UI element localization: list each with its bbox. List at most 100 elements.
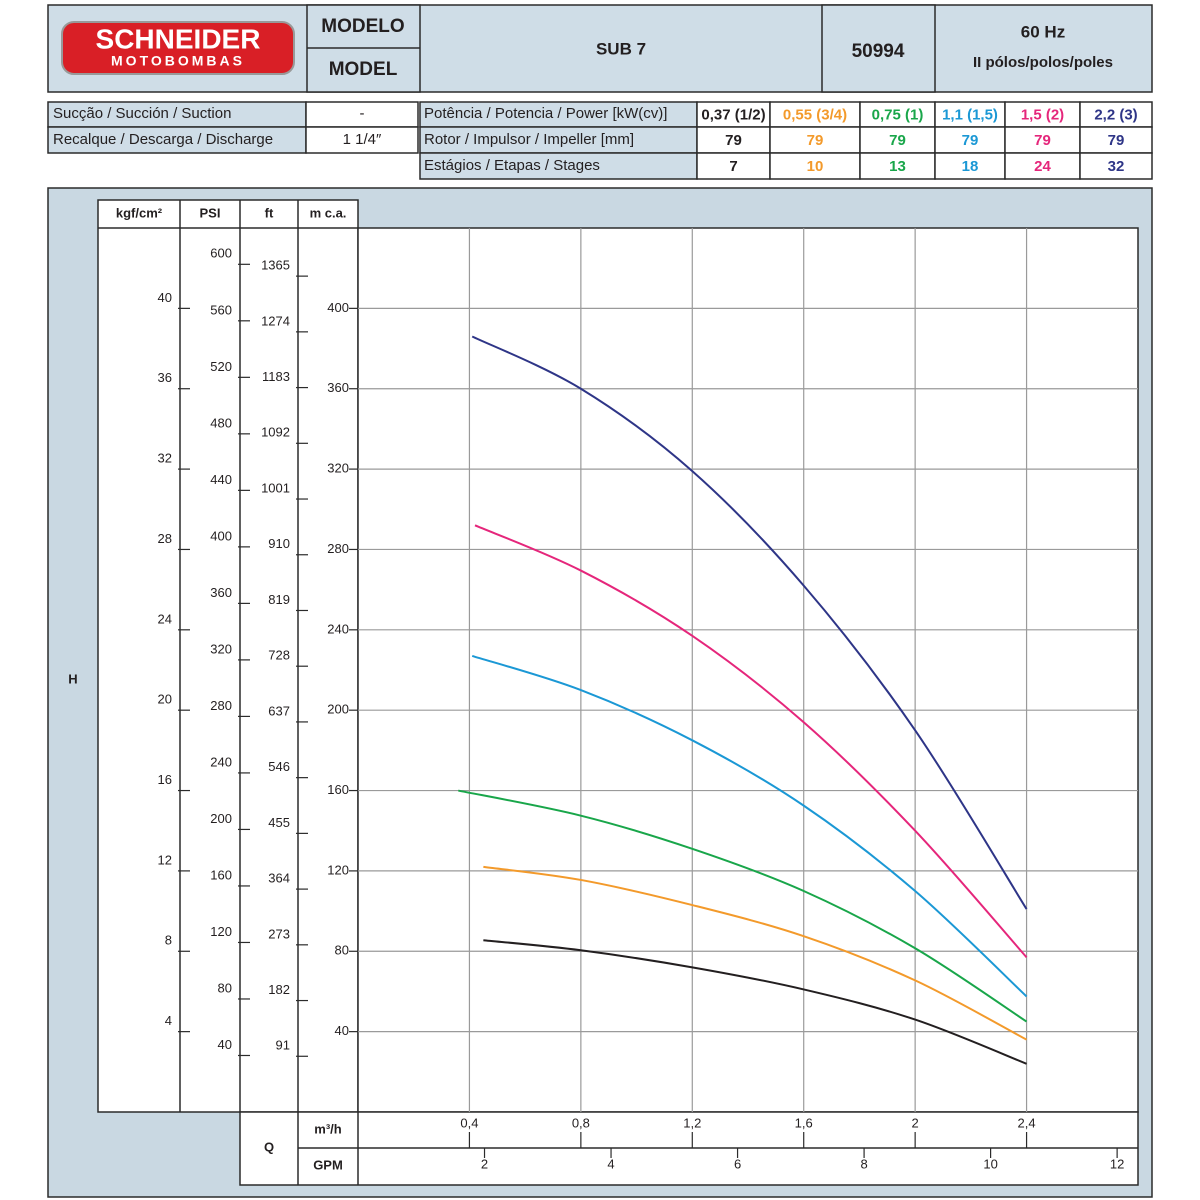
- y-tick-label: 280: [210, 698, 232, 713]
- y-tick-label: 8: [165, 933, 172, 948]
- poles: II pólos/polos/poles: [973, 54, 1113, 71]
- axis-title: H: [68, 671, 77, 686]
- model: SUB 7: [596, 39, 646, 58]
- legend-label: 1,5 (2): [1021, 106, 1064, 123]
- spec-label: [419, 152, 698, 180]
- legend-label: 0,37 (1/2): [701, 106, 765, 123]
- y-tick-label: 1001: [261, 480, 290, 495]
- axis-title: PSI: [200, 205, 221, 220]
- axis-title: m³/h: [314, 1121, 342, 1136]
- logo: [61, 21, 295, 75]
- spec-value: [305, 126, 419, 154]
- model-label: MODELO: [321, 16, 404, 37]
- frequency: 60 Hz: [1021, 22, 1065, 41]
- y-tick-label: 1274: [261, 313, 290, 328]
- y-tick-label: 40: [335, 1023, 349, 1038]
- spec-cell: [859, 126, 936, 154]
- y-tick-label: 364: [268, 871, 290, 886]
- y-tick-label: 360: [210, 585, 232, 600]
- y-tick-label: 280: [327, 541, 349, 556]
- spec-value: 13: [889, 158, 906, 175]
- y-tick-label: 728: [268, 648, 290, 663]
- y-tick-label: 520: [210, 359, 232, 374]
- x-tick-label: 2: [912, 1115, 919, 1130]
- y-tick-label: 1183: [262, 369, 290, 384]
- y-tick-label: 36: [158, 370, 172, 385]
- stages-label: Estágios / Etapas / Stages: [424, 157, 600, 174]
- spec-cell: [934, 152, 1006, 180]
- y-tick-label: 240: [210, 754, 232, 769]
- y-tick-label: 440: [210, 472, 232, 487]
- y-tick-label: 182: [268, 982, 290, 997]
- y-axes-panel: [97, 199, 359, 1113]
- y-tick-label: 80: [218, 980, 232, 995]
- legend-label: 0,55 (3/4): [783, 106, 847, 123]
- y-tick-label: 910: [268, 536, 290, 551]
- spec-cell: [1079, 152, 1153, 180]
- y-tick-label: 560: [210, 302, 232, 317]
- y-tick-label: 320: [210, 641, 232, 656]
- y-tick-label: 12: [158, 852, 172, 867]
- spec-cell: [859, 152, 936, 180]
- y-tick-label: 120: [327, 862, 349, 877]
- spec-cell: [1004, 152, 1081, 180]
- suction-label: Sucção / Succión / Suction: [53, 105, 231, 122]
- spec-cell: [1079, 101, 1153, 128]
- y-tick-label: 320: [327, 461, 349, 476]
- y-tick-label: 455: [268, 815, 290, 830]
- x2-tick-label: 12: [1110, 1156, 1124, 1171]
- model-label: MODEL: [329, 59, 398, 80]
- axis-title: GPM: [313, 1157, 343, 1172]
- y-tick-label: 160: [327, 782, 349, 797]
- curve: [471, 654, 1028, 998]
- y-tick-label: 32: [158, 451, 172, 466]
- spec-cell: [696, 152, 771, 180]
- y-tick-label: 160: [210, 867, 232, 882]
- axis-title: kgf/cm²: [116, 205, 163, 220]
- y-tick-label: 1365: [261, 258, 290, 273]
- code: 50994: [852, 41, 905, 62]
- x-tick-label: 0,4: [460, 1115, 478, 1130]
- brand-sub: MOTOBOMBAS: [111, 53, 245, 69]
- y-tick-label: 28: [158, 531, 172, 546]
- y-tick-label: 546: [268, 759, 290, 774]
- y-tick-label: 273: [268, 926, 290, 941]
- curve: [474, 524, 1028, 958]
- y-tick-label: 637: [268, 703, 290, 718]
- spec-cell: [1004, 126, 1081, 154]
- curve: [483, 939, 1027, 1065]
- y-tick-label: 91: [276, 1038, 290, 1053]
- y-tick-label: 600: [210, 246, 232, 261]
- y-tick-label: 40: [158, 290, 172, 305]
- x2-tick-label: 8: [860, 1156, 867, 1171]
- y-tick-label: 400: [327, 300, 349, 315]
- spec-value: 18: [962, 158, 979, 175]
- discharge-label: Recalque / Descarga / Discharge: [53, 131, 273, 148]
- spec-value: 79: [1034, 132, 1051, 149]
- plot-area: [357, 227, 1139, 1113]
- spec-value: 79: [1108, 132, 1125, 149]
- impeller-label: Rotor / Impulsor / Impeller [mm]: [424, 131, 634, 148]
- y-tick-label: 80: [335, 943, 349, 958]
- brand: SCHNEIDER: [96, 23, 261, 54]
- y-tick-label: 400: [210, 528, 232, 543]
- curve: [483, 865, 1028, 1041]
- spec-value: 7: [729, 158, 737, 175]
- spec-value: 79: [889, 132, 906, 149]
- legend-label: 0,75 (1): [872, 106, 924, 123]
- spec-value: 79: [807, 132, 824, 149]
- discharge: 1 1/4″: [343, 131, 382, 148]
- spec-value: 32: [1108, 158, 1125, 175]
- x2-tick-label: 6: [734, 1156, 741, 1171]
- legend-label: 2,2 (3): [1094, 106, 1137, 123]
- x2-tick-label: 10: [983, 1156, 997, 1171]
- y-tick-label: 120: [210, 924, 232, 939]
- curve: [458, 789, 1028, 1023]
- y-tick-label: 1092: [261, 425, 290, 440]
- spec-columns: 0,37 (1/2) 79 7 0,55 (3/4) 79 10 0,75 (1) 79 13 1…: [696, 101, 1153, 180]
- axis-title: m c.a.: [310, 205, 347, 220]
- y-tick-label: 240: [327, 621, 349, 636]
- code-cell: [821, 4, 936, 93]
- power-label: Potência / Potencia / Power [kW(cv)]: [424, 105, 667, 122]
